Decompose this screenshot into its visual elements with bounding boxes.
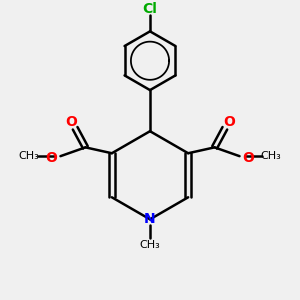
Text: N: N — [144, 212, 156, 226]
Text: CH₃: CH₃ — [19, 151, 39, 161]
Text: Cl: Cl — [142, 2, 158, 16]
Text: CH₃: CH₃ — [261, 151, 281, 161]
Text: CH₃: CH₃ — [140, 240, 160, 250]
Text: O: O — [46, 151, 58, 165]
Text: O: O — [65, 116, 77, 129]
Text: O: O — [223, 116, 235, 129]
Text: O: O — [242, 151, 254, 165]
